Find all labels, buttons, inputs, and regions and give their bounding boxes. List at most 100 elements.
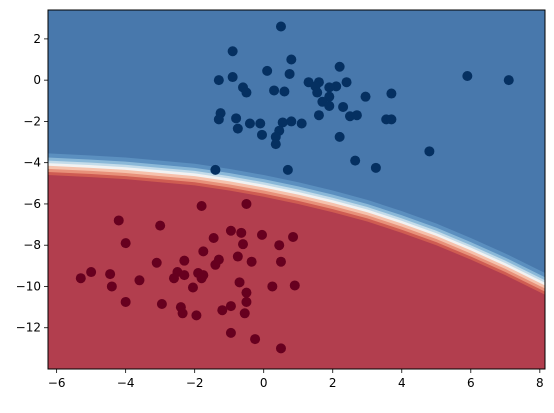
blue-class-point — [286, 54, 297, 65]
red-class-point — [225, 225, 236, 236]
red-class-point — [225, 301, 236, 312]
blue-class-point — [386, 88, 397, 99]
y-tick-label: −12 — [16, 321, 41, 335]
blue-class-point — [284, 68, 295, 79]
x-tick-label: −2 — [186, 376, 204, 390]
blue-class-point — [227, 72, 238, 83]
y-tick-label: −10 — [16, 279, 41, 293]
blue-class-point — [279, 86, 290, 97]
y-tick-label: 0 — [33, 73, 41, 87]
red-class-point — [208, 232, 219, 243]
blue-class-point — [338, 101, 349, 112]
red-class-point — [155, 220, 166, 231]
red-class-point — [106, 281, 117, 292]
plot-frame — [47, 9, 546, 370]
blue-class-point — [282, 164, 293, 175]
red-class-point — [187, 282, 198, 293]
boundary-bands — [48, 153, 545, 369]
red-class-point — [234, 277, 245, 288]
blue-class-point — [334, 61, 345, 72]
red-class-point — [246, 256, 257, 267]
blue-class-point — [244, 118, 255, 129]
red-class-point — [179, 270, 190, 281]
blue-class-point — [313, 110, 324, 121]
red-class-point — [198, 246, 209, 257]
blue-class-point — [227, 46, 238, 57]
blue-class-point — [213, 75, 224, 86]
y-tick-label: −4 — [23, 156, 41, 170]
x-tick-label: 0 — [260, 376, 268, 390]
blue-class-point — [503, 75, 514, 86]
blue-class-point — [324, 82, 335, 93]
x-tick-label: 8 — [536, 376, 544, 390]
blue-class-point — [270, 139, 281, 150]
x-tick-label: 2 — [329, 376, 337, 390]
y-tick-label: −2 — [23, 114, 41, 128]
red-class-point — [289, 280, 300, 291]
blue-class-point — [269, 85, 280, 96]
x-axis: −6 −4 −2 0 2 4 6 8 — [48, 369, 544, 390]
blue-class-point — [256, 129, 267, 140]
y-axis: 2 0 −2 −4 −6 −8 −10 −12 — [16, 32, 48, 335]
blue-class-point — [351, 110, 362, 121]
blue-class-point — [324, 91, 335, 102]
red-class-point — [238, 239, 248, 250]
blue-class-point — [424, 146, 435, 157]
blue-class-point — [241, 87, 252, 98]
blue-class-point — [296, 118, 307, 129]
blue-class-point — [277, 117, 288, 128]
red-class-point — [151, 257, 162, 268]
blue-class-point — [360, 91, 371, 102]
blue-class-point — [255, 118, 266, 129]
blue-class-point — [213, 114, 224, 125]
red-class-point — [168, 273, 179, 284]
red-class-point — [191, 310, 202, 321]
red-class-point — [105, 269, 116, 280]
blue-class-point — [231, 113, 242, 124]
x-tick-label: 4 — [398, 376, 406, 390]
red-class-point — [241, 198, 252, 209]
red-class-point — [288, 231, 299, 242]
red-class-region — [48, 175, 545, 369]
x-tick-label: −4 — [117, 376, 135, 390]
red-class-point — [250, 334, 261, 345]
blue-class-point — [270, 131, 281, 142]
red-class-point — [225, 327, 236, 338]
red-class-point — [113, 215, 124, 226]
y-tick-label: −8 — [23, 238, 41, 252]
red-class-point — [239, 308, 250, 319]
blue-class-point — [262, 65, 273, 76]
red-class-point — [120, 296, 131, 307]
red-class-point — [236, 227, 247, 238]
red-class-point — [179, 255, 190, 266]
red-class-point — [232, 251, 243, 262]
blue-class-point — [232, 123, 243, 134]
red-class-point — [274, 240, 285, 251]
data-points — [75, 21, 514, 354]
red-class-point — [241, 287, 252, 298]
blue-class-point — [350, 155, 361, 166]
red-class-point — [241, 296, 252, 307]
red-class-point — [156, 299, 167, 310]
blue-class-point — [286, 116, 297, 127]
red-class-point — [267, 281, 278, 292]
blue-class-point — [386, 114, 397, 125]
red-class-point — [134, 275, 145, 286]
red-class-point — [75, 273, 86, 284]
x-tick-label: −6 — [48, 376, 66, 390]
x-tick-label: 6 — [467, 376, 475, 390]
red-class-point — [256, 229, 267, 240]
blue-class-point — [275, 21, 286, 32]
red-class-point — [275, 256, 286, 267]
red-class-point — [217, 305, 228, 316]
decision-regions — [48, 10, 545, 369]
blue-class-point — [341, 77, 352, 88]
y-tick-label: 2 — [33, 32, 41, 46]
y-tick-label: −6 — [23, 197, 41, 211]
red-class-point — [86, 267, 97, 278]
red-class-point — [120, 238, 131, 249]
blue-class-point — [462, 71, 473, 82]
red-class-point — [177, 308, 188, 319]
blue-class-point — [370, 162, 381, 173]
